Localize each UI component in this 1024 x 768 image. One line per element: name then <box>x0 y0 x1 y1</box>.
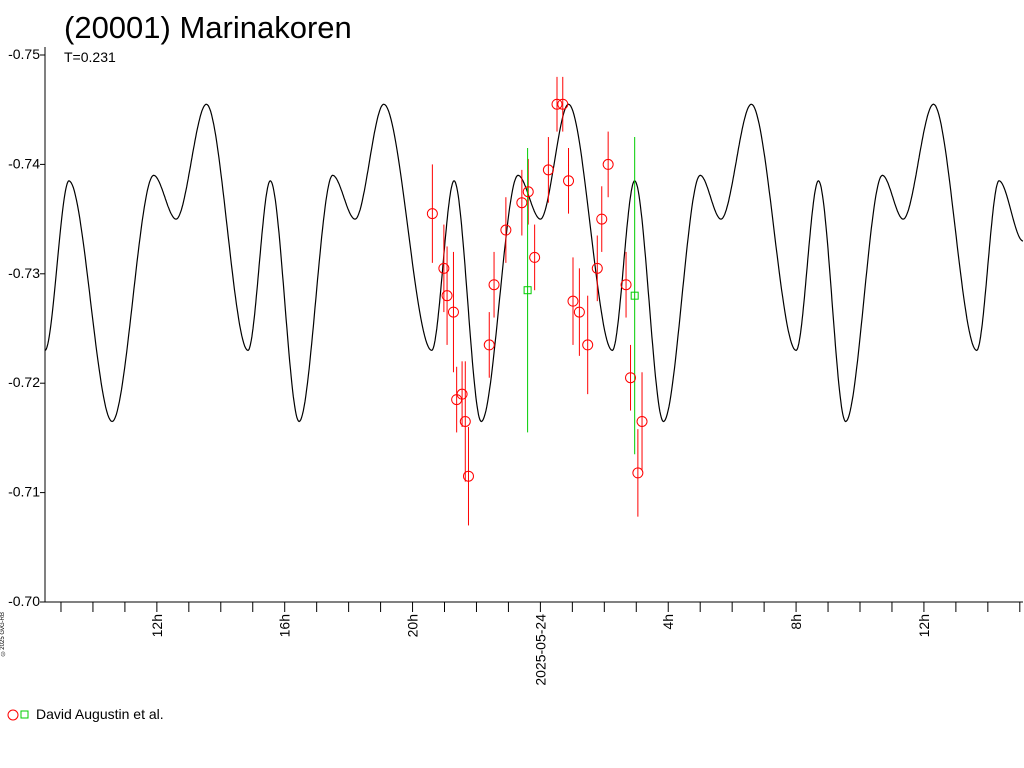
y-tick-label: -0.74 <box>8 155 40 171</box>
data-point-square <box>523 286 532 295</box>
x-tick-label: 20h <box>405 614 421 637</box>
x-tick-label: 16h <box>277 614 293 637</box>
data-point-circle <box>500 224 512 236</box>
data-point-circle <box>483 339 495 351</box>
data-point-circle <box>542 164 554 176</box>
data-point-square <box>630 291 639 300</box>
chart-subtitle: T=0.231 <box>64 49 116 65</box>
data-point-circle <box>636 415 648 427</box>
data-point-circle <box>563 175 575 187</box>
legend: David Augustin et al. <box>4 704 164 724</box>
y-tick-label: -0.70 <box>8 593 40 609</box>
legend-square-marker <box>20 710 29 719</box>
legend-label: David Augustin et al. <box>36 706 164 722</box>
x-tick-label: 2025-05-24 <box>532 614 548 686</box>
x-tick-label: 4h <box>660 614 676 630</box>
data-point-circle <box>456 388 468 400</box>
data-point-circle <box>441 290 453 302</box>
data-point-circle <box>438 262 450 274</box>
y-tick-label: -0.72 <box>8 374 40 390</box>
data-point-circle <box>582 339 594 351</box>
data-point-circle <box>632 467 644 479</box>
data-point-circle <box>447 306 459 318</box>
data-point-circle <box>462 470 474 482</box>
error-bars-layer <box>431 76 643 526</box>
x-tick-label: 12h <box>149 614 165 637</box>
data-point-circle <box>557 98 569 110</box>
model-curve-layer <box>44 103 1024 423</box>
y-tick-label: -0.75 <box>8 46 40 62</box>
chart-title: (20001) Marinakoren <box>64 10 352 45</box>
data-point-circle <box>620 279 632 291</box>
x-tick-label: 8h <box>788 614 804 630</box>
model-curve-line <box>44 103 1024 423</box>
data-point-circle <box>551 98 563 110</box>
data-point-circle <box>573 306 585 318</box>
data-point-circle <box>567 295 579 307</box>
y-tick-label: -0.73 <box>8 265 40 281</box>
data-point-circle <box>522 186 534 198</box>
data-point-circle <box>602 158 614 170</box>
data-point-circle <box>625 372 637 384</box>
data-point-circle <box>591 262 603 274</box>
data-point-circle <box>596 213 608 225</box>
data-point-circle <box>516 197 528 209</box>
data-point-circle <box>488 279 500 291</box>
y-tick-label: -0.71 <box>8 484 40 500</box>
data-point-circle <box>426 208 438 220</box>
x-tick-label: 12h <box>916 614 932 637</box>
axes-layer: -0.75 -0.74 -0.73 -0.72 -0.71 -0.70 12h 16h 20h 2… <box>8 46 1023 686</box>
data-point-circle <box>529 251 541 263</box>
legend-circle-marker <box>7 709 19 721</box>
legend-markers <box>7 709 29 721</box>
data-point-circle <box>459 415 471 427</box>
data-points-layer <box>426 98 648 482</box>
